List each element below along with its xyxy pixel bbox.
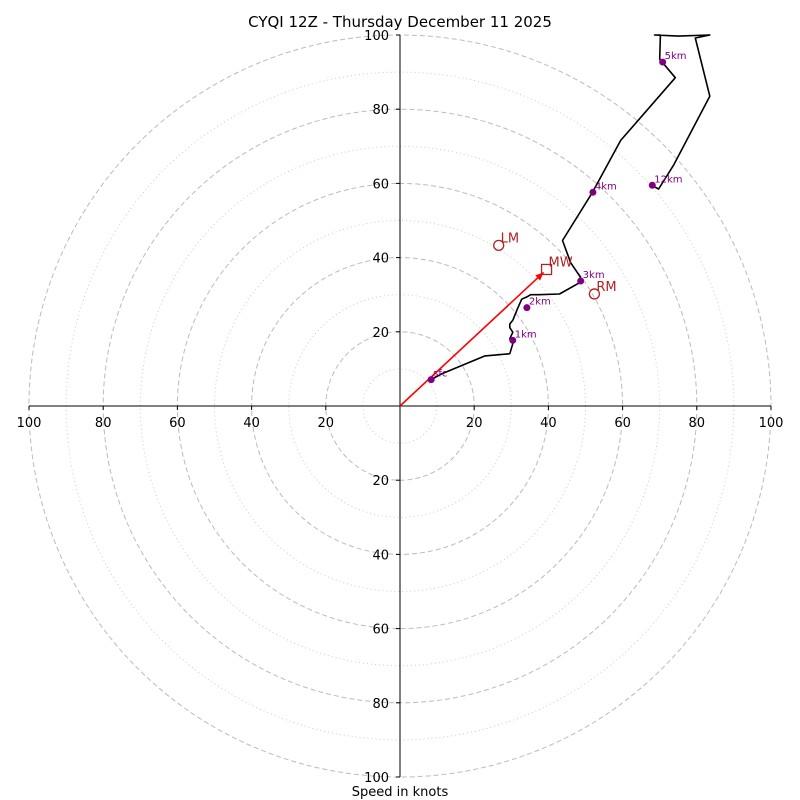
storm-motion-rm xyxy=(588,288,601,300)
height-marker-5km xyxy=(659,58,667,66)
storm-motion-markers: MW LM RM xyxy=(493,231,617,300)
height-marker-sfc xyxy=(427,376,435,384)
y-tick-label: 60 xyxy=(372,177,389,192)
height-label-12km: 12km xyxy=(654,174,682,185)
x-axis-label: Speed in knots xyxy=(352,785,449,800)
height-markers: sfc 1km 2km 3km 4km 5km 12km xyxy=(427,51,687,384)
height-label-1km: 1km xyxy=(515,329,537,340)
y-tick-label: 100 xyxy=(364,771,389,786)
storm-motion-label-rm: RM xyxy=(596,280,616,295)
storm-motion-label-lm: LM xyxy=(501,231,519,246)
x-tick-label: 40 xyxy=(540,416,557,431)
height-marker-12km xyxy=(648,181,656,189)
height-marker-4km xyxy=(589,188,597,196)
height-label-2km: 2km xyxy=(529,297,551,308)
x-tick-label: 20 xyxy=(466,416,483,431)
height-label-3km: 3km xyxy=(583,270,605,281)
storm-motion-lm xyxy=(493,239,505,252)
x-tick-label: 60 xyxy=(614,416,631,431)
height-marker-3km xyxy=(577,277,585,285)
height-marker-1km xyxy=(509,336,517,344)
y-tick-label: 100 xyxy=(364,29,389,44)
mean-wind-arrow xyxy=(399,271,545,407)
x-tick-label: 20 xyxy=(318,416,335,431)
x-tick-label: 40 xyxy=(243,416,260,431)
mean-wind-marker xyxy=(540,263,553,276)
y-tick-label: 80 xyxy=(372,103,389,118)
x-tick-label: 60 xyxy=(169,416,186,431)
y-tick-label: 20 xyxy=(372,474,389,489)
y-tick-label: 80 xyxy=(372,697,389,712)
y-tick-label: 60 xyxy=(372,623,389,638)
hodograph-trace xyxy=(399,34,711,407)
height-marker-2km xyxy=(523,304,531,312)
x-tick-label: 80 xyxy=(95,416,112,431)
chart-title: CYQI 12Z - Thursday December 11 2025 xyxy=(248,13,552,31)
tick-labels: 100 80 60 40 20 20 40 60 80 100 100 80 60 40 20 20 40 60 8… xyxy=(17,29,784,786)
mean-wind-label: MW xyxy=(549,255,573,270)
x-tick-label: 100 xyxy=(759,416,784,431)
height-label-4km: 4km xyxy=(595,181,617,192)
x-tick-label: 100 xyxy=(17,416,42,431)
y-tick-label: 40 xyxy=(372,548,389,563)
x-tick-label: 80 xyxy=(689,416,706,431)
height-label-5km: 5km xyxy=(665,51,687,62)
y-tick-label: 40 xyxy=(372,252,389,267)
y-tick-label: 20 xyxy=(372,326,389,341)
height-label-sfc: sfc xyxy=(433,369,447,380)
